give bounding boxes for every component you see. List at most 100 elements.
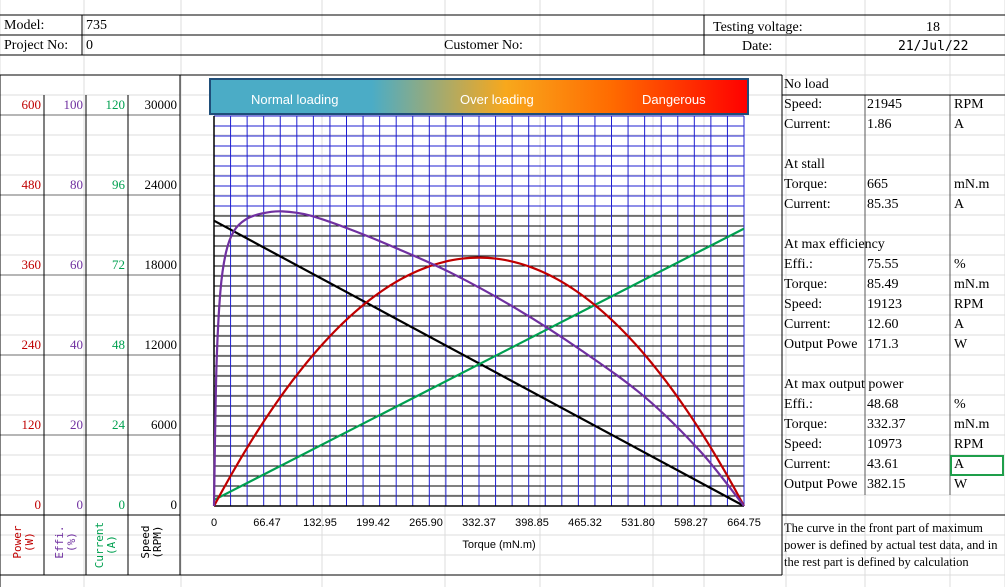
date-value: 21/Jul/22 [898,39,969,54]
current-curve [213,227,745,501]
speed-axis-tick: 18000 [144,257,178,272]
result-unit: A [954,317,965,332]
result-label: Torque: [784,417,828,432]
x-tick-label: 465.32 [568,517,602,529]
result-label: Effi.: [784,397,813,412]
result-unit: mN.m [954,417,990,432]
result-unit: RPM [954,437,984,452]
speed-axis-tick: 30000 [144,97,178,112]
data-note: The curve in the front part of maximum p… [784,521,998,569]
speed-axis-tick: 12000 [144,337,178,352]
result-unit: W [954,337,968,352]
result-unit: % [954,397,966,412]
result-label: Current: [784,197,831,212]
effi-axis-tick: 100 [63,97,84,112]
selected-cell[interactable] [950,455,1004,476]
current-axis-tick: 24 [112,417,125,432]
effi-axis-title-line: (%) [65,532,78,552]
x-tick-label: 664.75 [727,517,761,529]
power-axis-title: Power (W) [11,514,36,570]
project-value: 0 [86,38,93,53]
result-value: 12.60 [867,317,899,332]
section-title: No load [784,77,829,92]
result-unit: % [954,257,966,272]
result-value: 85.49 [867,277,899,292]
current-axis-title: Current (A) [93,515,118,575]
result-label: Speed: [784,297,823,312]
banner-danger-label: Dangerous [642,92,706,107]
section-title: At max efficiency [784,237,885,252]
section-title: At stall [784,157,825,172]
effi-axis-tick: 40 [70,337,83,352]
section-title: At max output power [784,377,904,392]
effi-axis-tick: 20 [70,417,83,432]
x-tick-label: 0 [211,517,217,529]
result-label: Output Powe [784,337,858,352]
x-axis-title: Torque (mN.m) [462,539,535,551]
result-value: 21945 [867,97,902,112]
x-tick-label: 398.85 [515,517,549,529]
result-value: 48.68 [867,397,899,412]
effi-axis-title: Effi. (%) [53,514,78,570]
result-value: 75.55 [867,257,899,272]
power-axis-tick: 0 [34,497,42,512]
x-tick-label: 199.42 [356,517,390,529]
power-axis-tick: 360 [21,257,42,272]
banner-over-label: Over loading [460,92,534,107]
speed-axis-tick: 6000 [151,417,177,432]
result-label: Torque: [784,277,828,292]
speed-axis-title-line: (RPM) [151,525,164,559]
current-axis-tick: 72 [112,257,125,272]
result-value: 85.35 [867,197,899,212]
x-tick-label: 66.47 [253,517,281,529]
result-value: 10973 [867,437,902,452]
result-value: 171.3 [867,337,899,352]
motor-performance-chart: 0 66.47 132.95 199.42 265.90 332.37 398.85 465.… [211,115,761,551]
result-unit: W [954,477,968,492]
model-value: 735 [86,18,107,33]
result-label: Current: [784,317,831,332]
current-axis-tick: 96 [112,177,125,192]
x-tick-label: 598.27 [674,517,708,529]
effi-curve [212,210,745,507]
voltage-value: 18 [926,20,940,35]
result-label: Torque: [784,177,828,192]
result-value: 332.37 [867,417,906,432]
current-axis-tick: 120 [105,97,126,112]
model-label: Model: [4,18,45,33]
effi-axis-tick: 80 [70,177,83,192]
x-tick-label: 332.37 [462,517,496,529]
result-label: Speed: [784,437,823,452]
speed-axis-title: Speed (RPM) [139,514,164,570]
current-axis-tick: 0 [118,497,126,512]
result-value: 43.61 [867,457,899,472]
x-tick-label: 265.90 [409,517,443,529]
date-label: Date: [742,39,773,54]
result-label: Current: [784,117,831,132]
project-label: Project No: [4,38,69,53]
power-axis-tick: 120 [21,417,42,432]
effi-axis-tick: 0 [76,497,84,512]
x-tick-label: 132.95 [303,517,337,529]
x-tick-label: 531.80 [621,517,655,529]
power-axis-tick: 240 [21,337,42,352]
result-value: 1.86 [867,117,892,132]
power-axis-tick: 480 [21,177,42,192]
banner-normal-label: Normal loading [251,92,339,107]
voltage-label: Testing voltage: [713,20,803,35]
result-label: Output Powe [784,477,858,492]
speed-axis-tick: 24000 [144,177,178,192]
result-unit: mN.m [954,177,990,192]
result-label: Speed: [784,97,823,112]
result-value: 665 [867,177,888,192]
result-value: 382.15 [867,477,906,492]
loading-zone-banner: Normal loading Over loading Dangerous [209,78,749,115]
result-unit: RPM [954,297,984,312]
result-unit: RPM [954,97,984,112]
effi-axis-tick: 60 [70,257,83,272]
speed-axis-tick: 0 [170,497,178,512]
power-axis-title-line: (W) [23,532,36,552]
result-unit: A [954,457,965,472]
current-axis-title-line: (A) [105,535,118,555]
